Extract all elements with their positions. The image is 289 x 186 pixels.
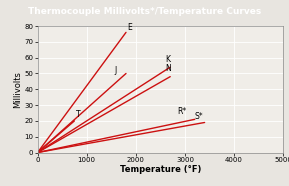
Y-axis label: Millivolts: Millivolts [13,71,22,108]
Text: E: E [127,23,132,32]
Text: S*: S* [195,112,203,121]
Text: T: T [76,110,81,119]
Text: K: K [165,55,170,64]
Text: Thermocouple Millivolts*/Temperature Curves: Thermocouple Millivolts*/Temperature Cur… [28,7,261,16]
Text: J: J [114,66,116,75]
Text: N: N [165,65,171,73]
X-axis label: Temperature (°F): Temperature (°F) [120,166,201,174]
Text: R*: R* [177,107,187,116]
